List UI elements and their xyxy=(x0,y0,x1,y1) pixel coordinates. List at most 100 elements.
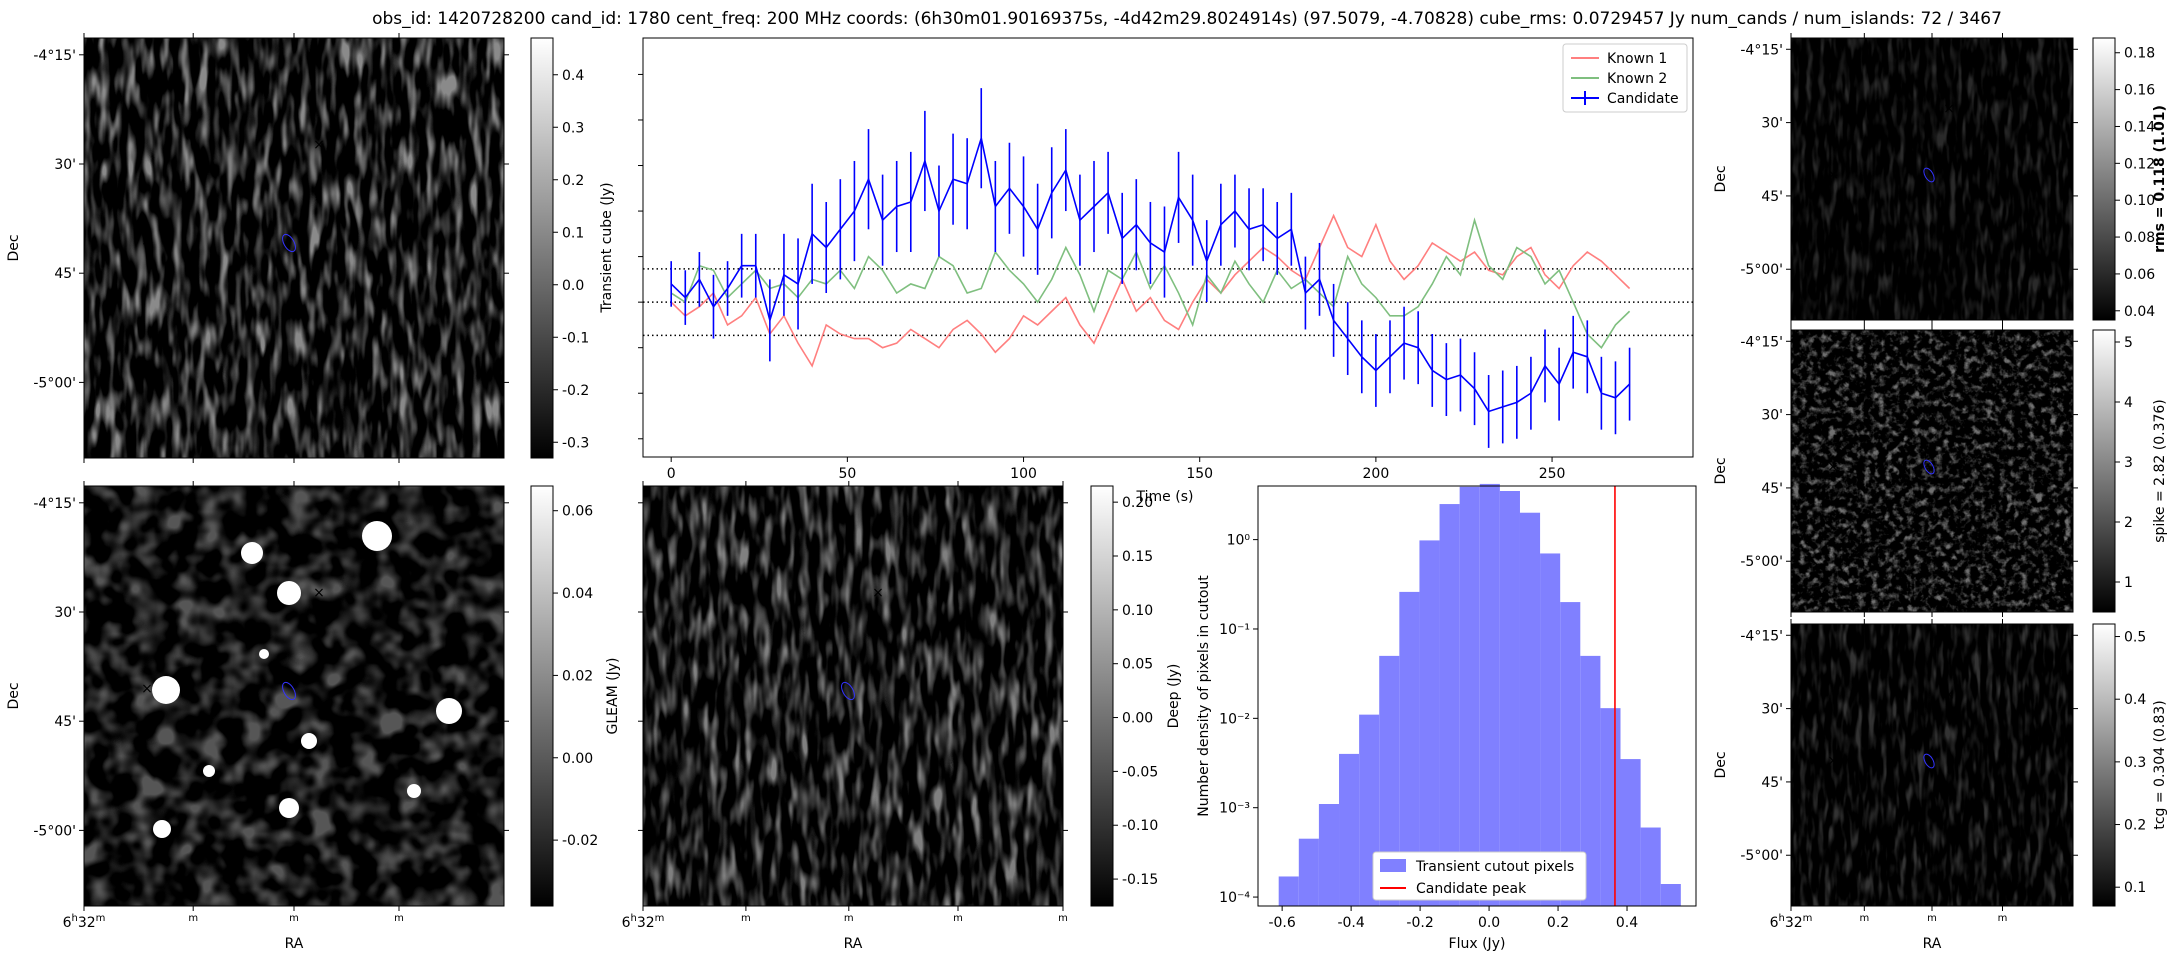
colorbar xyxy=(2092,329,2116,613)
colorbar-tick-label: -0.2 xyxy=(562,383,589,399)
colorbar-tick-label: 0.10 xyxy=(2124,193,2155,209)
dec-tick-label: -4°15' xyxy=(1740,628,1783,644)
plot-frame xyxy=(1257,485,1697,907)
image-texture xyxy=(84,38,504,458)
known1-marker: × xyxy=(1943,101,1955,117)
colorbar-tick-label: 0.06 xyxy=(2124,267,2155,283)
known1-marker: × xyxy=(313,137,325,153)
legend-label: Known 2 xyxy=(1607,71,1667,87)
image-texture xyxy=(643,486,1063,906)
known2-marker: × xyxy=(1827,459,1839,475)
colorbar-tick-label: 0.3 xyxy=(562,120,584,136)
colorbar-tick-label: 0.1 xyxy=(562,225,584,241)
image-texture xyxy=(1791,624,2073,906)
ra-tick-label: m xyxy=(1859,913,1869,924)
known1-marker: × xyxy=(1943,393,1955,409)
x-tick-label: 0.4 xyxy=(1616,915,1638,931)
dec-tick-label: -5°00' xyxy=(1740,848,1783,864)
gleam-source xyxy=(407,784,421,798)
x-tick-label: 250 xyxy=(1539,466,1566,482)
colorbar-tick-label: 0.05 xyxy=(1122,657,1153,673)
rms-image-panel: × × -4°15' 30' 45' -5°00' Dec 0.18 0.16 0.14 0.12 0… xyxy=(1713,33,2168,325)
colorbar-tick-label: 1 xyxy=(2124,575,2133,591)
candidate-beam-marker xyxy=(1923,753,1935,769)
colorbar-tick-label: 0.5 xyxy=(2124,630,2146,646)
colorbar-tick-label: 0.15 xyxy=(1122,549,1153,565)
ra-axis-label: RA xyxy=(285,936,304,952)
ra-tick-label: m xyxy=(289,913,299,924)
histogram-bar xyxy=(1620,759,1641,906)
candidate-beam-marker xyxy=(841,681,855,701)
colorbar-tick-label: 0.0 xyxy=(562,278,584,294)
known2-marker: × xyxy=(141,681,153,697)
spike-image-panel: × × -4°15' 30' 45' -5°00' Dec 5 4 3 2 1 spike = 2.82… xyxy=(1713,325,2168,617)
histogram-bar xyxy=(1519,512,1541,906)
colorbar-tick-label: 0.18 xyxy=(2124,46,2155,62)
series-line-known-1 xyxy=(670,213,1631,368)
histogram-bar xyxy=(1379,655,1400,906)
dec-tick-label: 30' xyxy=(1761,116,1783,132)
known1-marker: × xyxy=(313,585,325,601)
colorbar-tick-label: 0.08 xyxy=(2124,230,2155,246)
histogram-bar xyxy=(1660,884,1681,906)
colorbar-tick-label: 2 xyxy=(2124,515,2133,531)
histogram-bar xyxy=(1640,827,1661,906)
histogram-bar xyxy=(1560,602,1581,906)
dec-tick-label: -5°00' xyxy=(33,375,76,391)
histogram-bar xyxy=(1439,504,1460,906)
histogram-legend: Transient cutout pixels Candidate peak xyxy=(1372,851,1587,901)
ra-tick-label: m xyxy=(844,913,854,924)
ra-tick-label: 6h32m xyxy=(63,913,106,931)
series-line-known-2 xyxy=(670,217,1631,349)
ra-tick-label: m xyxy=(953,913,963,924)
colorbar-tick-label: 4 xyxy=(2124,395,2133,411)
legend-box xyxy=(1372,851,1587,901)
gleam-source xyxy=(362,521,392,551)
ra-axis-label: RA xyxy=(1923,936,1942,952)
dec-tick-label: -4°15' xyxy=(33,496,76,512)
y-tick-label: 10⁻¹ xyxy=(1219,622,1250,638)
legend-label: Candidate peak xyxy=(1416,881,1527,897)
gleam-source xyxy=(153,820,171,838)
ra-tick-label: m xyxy=(1927,913,1937,924)
dec-tick-label: -5°00' xyxy=(1740,262,1783,278)
colorbar-tick-label: -0.15 xyxy=(1122,872,1158,888)
histogram-bar xyxy=(1399,591,1420,906)
gleam-source xyxy=(259,649,269,659)
colorbar-label: tcg = 0.304 (0.83) xyxy=(2152,700,2168,829)
colorbar-label: Deep (Jy) xyxy=(1166,664,1182,729)
colorbar-tick-label: 0.4 xyxy=(2124,692,2146,708)
colorbar-tick-label: -0.02 xyxy=(562,833,598,849)
colorbar-tick-label: 0.3 xyxy=(2124,755,2146,771)
candidate-beam-marker xyxy=(282,681,296,701)
colorbar-label: spike = 2.82 (0.376) xyxy=(2152,399,2168,543)
dec-tick-label: 30' xyxy=(54,605,76,621)
x-tick-label: 0.0 xyxy=(1478,915,1500,931)
dec-tick-label: 30' xyxy=(1761,408,1783,424)
colorbar-tick-label: 0.4 xyxy=(562,68,584,84)
legend-patch xyxy=(1380,859,1406,872)
colorbar-tick-label: 0.16 xyxy=(2124,83,2155,99)
histogram-bar xyxy=(1540,553,1561,906)
x-tick-label: 50 xyxy=(838,466,856,482)
ra-tick-label: m xyxy=(188,913,198,924)
legend-box xyxy=(1562,43,1688,113)
image-frame xyxy=(642,485,1064,907)
histogram-bar xyxy=(1499,490,1520,906)
tcg-image-panel: × × -4°15' 30' 45' -5°00' Dec 6h32m m m m RA 0.5 0.4 0… xyxy=(1713,619,2168,952)
ra-tick-label: m xyxy=(1058,913,1068,924)
x-axis-label: Time (s) xyxy=(1136,489,1194,505)
colorbar-tick-label: 0.14 xyxy=(2124,119,2155,135)
dec-axis-label: Dec xyxy=(6,234,22,261)
histogram-bar xyxy=(1278,876,1299,906)
dec-tick-label: 45' xyxy=(1761,189,1783,205)
dec-tick-label: 45' xyxy=(1761,481,1783,497)
colorbar-tick-label: -0.05 xyxy=(1122,764,1158,780)
colorbar-tick-label: 3 xyxy=(2124,455,2133,471)
x-tick-label: 0 xyxy=(667,466,676,482)
known2-marker: × xyxy=(700,681,712,697)
x-tick-label: -0.4 xyxy=(1337,915,1364,931)
gleam-source xyxy=(436,698,462,724)
colorbar-tick-label: 0.2 xyxy=(562,173,584,189)
